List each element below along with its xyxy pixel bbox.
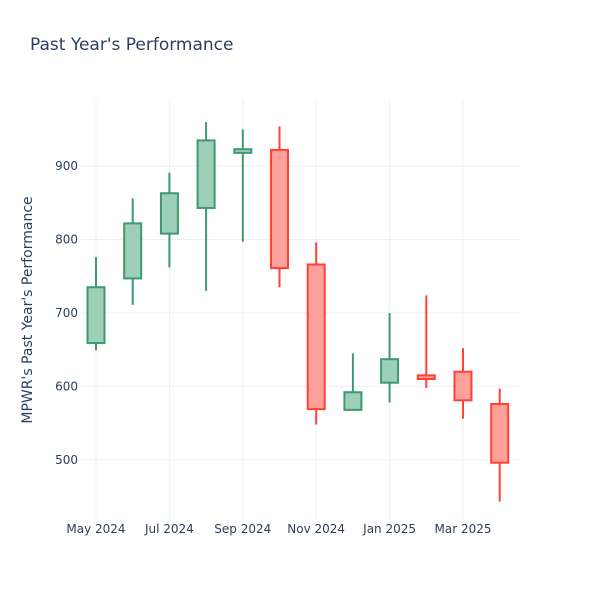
- candle: [196, 122, 216, 291]
- candle-body: [233, 148, 253, 154]
- candle: [343, 353, 363, 411]
- candle-body: [123, 222, 143, 280]
- y-axis-ticks: 500 600 700 800 900: [55, 159, 78, 467]
- candle: [123, 198, 143, 305]
- chart-title: Past Year's Performance: [30, 35, 234, 55]
- x-tick-label: Sep 2024: [214, 522, 271, 536]
- x-tick-label: Jan 2025: [362, 522, 416, 536]
- x-axis-ticks: May 2024 Jul 2024 Sep 2024 Nov 2024 Jan 2025…: [66, 522, 491, 536]
- candle-body: [306, 263, 326, 411]
- candle-body: [453, 370, 473, 402]
- candle-body: [270, 148, 289, 270]
- candle-body: [343, 391, 363, 411]
- candle-body: [196, 139, 216, 209]
- y-tick-label: 600: [55, 379, 78, 393]
- candle-body: [380, 358, 400, 384]
- candle-body: [86, 286, 106, 345]
- candle: [416, 295, 436, 388]
- candle: [490, 388, 510, 502]
- y-tick-label: 500: [55, 453, 78, 467]
- y-tick-label: 800: [55, 233, 78, 247]
- candle: [306, 242, 326, 425]
- x-tick-label: May 2024: [66, 522, 125, 536]
- candle-body: [416, 374, 436, 381]
- y-tick-label: 700: [55, 306, 78, 320]
- x-tick-label: Mar 2025: [435, 522, 492, 536]
- candle: [270, 126, 289, 288]
- candle-body: [159, 192, 179, 235]
- candle: [453, 348, 473, 419]
- candle: [86, 257, 106, 351]
- candle-body: [490, 402, 510, 464]
- x-tick-label: Nov 2024: [287, 522, 345, 536]
- x-tick-label: Jul 2024: [144, 522, 194, 536]
- y-tick-label: 900: [55, 159, 78, 173]
- candle: [233, 129, 253, 242]
- candles: [86, 122, 510, 502]
- candle: [159, 172, 179, 268]
- candle: [380, 312, 400, 403]
- y-axis-title: MPWR's Past Year's Performance: [20, 196, 36, 423]
